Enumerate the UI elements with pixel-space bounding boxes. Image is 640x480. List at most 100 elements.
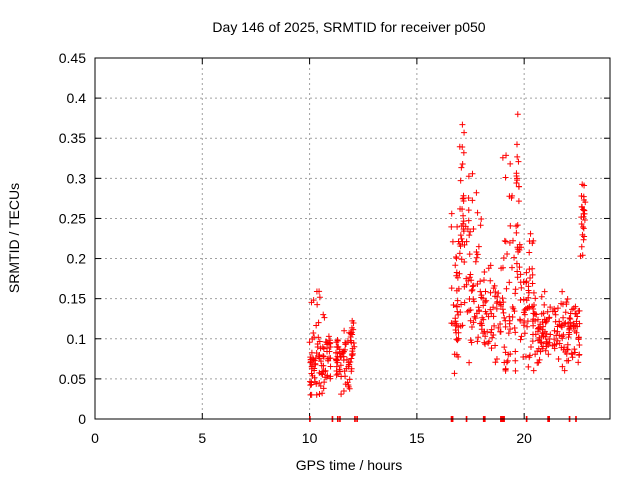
data-point: [467, 307, 474, 314]
data-point: [513, 260, 520, 267]
data-point: [476, 308, 483, 315]
data-point: [526, 352, 533, 359]
data-point: [513, 180, 520, 187]
data-point: [513, 141, 520, 148]
data-point: [541, 316, 548, 323]
data-point: [576, 342, 583, 349]
data-point: [467, 317, 474, 324]
data-point: [503, 152, 510, 159]
data-point: [538, 310, 545, 317]
data-point: [458, 256, 465, 263]
y-tick-label: 0: [78, 411, 86, 427]
data-point: [501, 344, 508, 351]
data-point: [306, 339, 313, 346]
data-point: [460, 228, 467, 235]
data-point: [466, 359, 473, 366]
data-point: [561, 367, 568, 374]
data-point: [468, 339, 475, 346]
data-point: [518, 284, 525, 291]
data-point: [480, 302, 487, 309]
data-point: [493, 356, 500, 363]
data-point: [566, 314, 573, 321]
data-point: [308, 349, 315, 356]
data-point: [526, 238, 533, 245]
data-point: [478, 326, 485, 333]
data-point: [485, 313, 492, 320]
data-point: [569, 306, 576, 313]
data-point: [488, 329, 495, 336]
data-point: [556, 332, 563, 339]
data-point: [539, 326, 546, 333]
data-point: [529, 338, 536, 345]
data-point: [459, 144, 466, 151]
data-point: [561, 320, 568, 327]
data-point: [308, 299, 315, 306]
data-point: [551, 305, 558, 312]
data-point: [532, 317, 539, 324]
data-point: [315, 334, 322, 341]
data-point: [309, 372, 316, 379]
data-point: [453, 287, 460, 294]
data-point: [319, 390, 326, 397]
data-point: [473, 254, 480, 261]
data-point: [536, 334, 543, 341]
data-point: [466, 232, 473, 239]
data-point: [580, 225, 587, 232]
data-point: [532, 311, 539, 318]
data-point: [497, 303, 504, 310]
data-point: [572, 349, 579, 356]
data-point: [448, 223, 455, 230]
data-point: [487, 289, 494, 296]
data-point: [463, 238, 470, 245]
data-point: [453, 329, 460, 336]
data-point: [507, 351, 514, 358]
data-point: [310, 356, 317, 363]
data-point: [333, 349, 340, 356]
data-point: [337, 362, 344, 369]
y-tick-label: 0.05: [59, 371, 86, 387]
data-point: [580, 236, 587, 243]
data-point: [477, 222, 484, 229]
y-tick-label: 0.15: [59, 291, 86, 307]
x-axis-label: GPS time / hours: [296, 457, 403, 473]
data-point: [547, 304, 554, 311]
data-point: [313, 391, 320, 398]
data-point: [552, 311, 559, 318]
data-point: [526, 249, 533, 256]
data-point: [506, 193, 513, 200]
y-tick-label: 0.3: [67, 170, 87, 186]
x-tick-label: 10: [302, 430, 318, 446]
data-point: [320, 385, 327, 392]
data-point: [452, 315, 459, 322]
data-point: [494, 298, 501, 305]
data-point: [503, 359, 510, 366]
data-point: [464, 308, 471, 315]
data-point: [449, 238, 456, 245]
data-point: [461, 258, 468, 265]
x-tick-label: 5: [198, 430, 206, 446]
data-point: [316, 351, 323, 358]
data-point: [522, 305, 529, 312]
data-point: [537, 321, 544, 328]
data-point: [514, 268, 521, 275]
data-point: [348, 339, 355, 346]
data-point: [349, 331, 356, 338]
data-point: [342, 373, 349, 380]
data-point: [348, 351, 355, 358]
data-point: [470, 282, 477, 289]
y-tick-label: 0.1: [67, 331, 87, 347]
data-point: [556, 318, 563, 325]
data-point: [562, 309, 569, 316]
data-point: [558, 322, 565, 329]
data-point: [343, 356, 350, 363]
data-point: [334, 353, 341, 360]
data-point: [492, 359, 499, 366]
data-point: [482, 298, 489, 305]
data-point: [451, 351, 458, 358]
data-point: [315, 319, 322, 326]
data-point: [527, 274, 534, 281]
data-point: [321, 314, 328, 321]
y-tick-label: 0.45: [59, 50, 86, 66]
data-point: [454, 337, 461, 344]
data-points: [306, 111, 589, 422]
